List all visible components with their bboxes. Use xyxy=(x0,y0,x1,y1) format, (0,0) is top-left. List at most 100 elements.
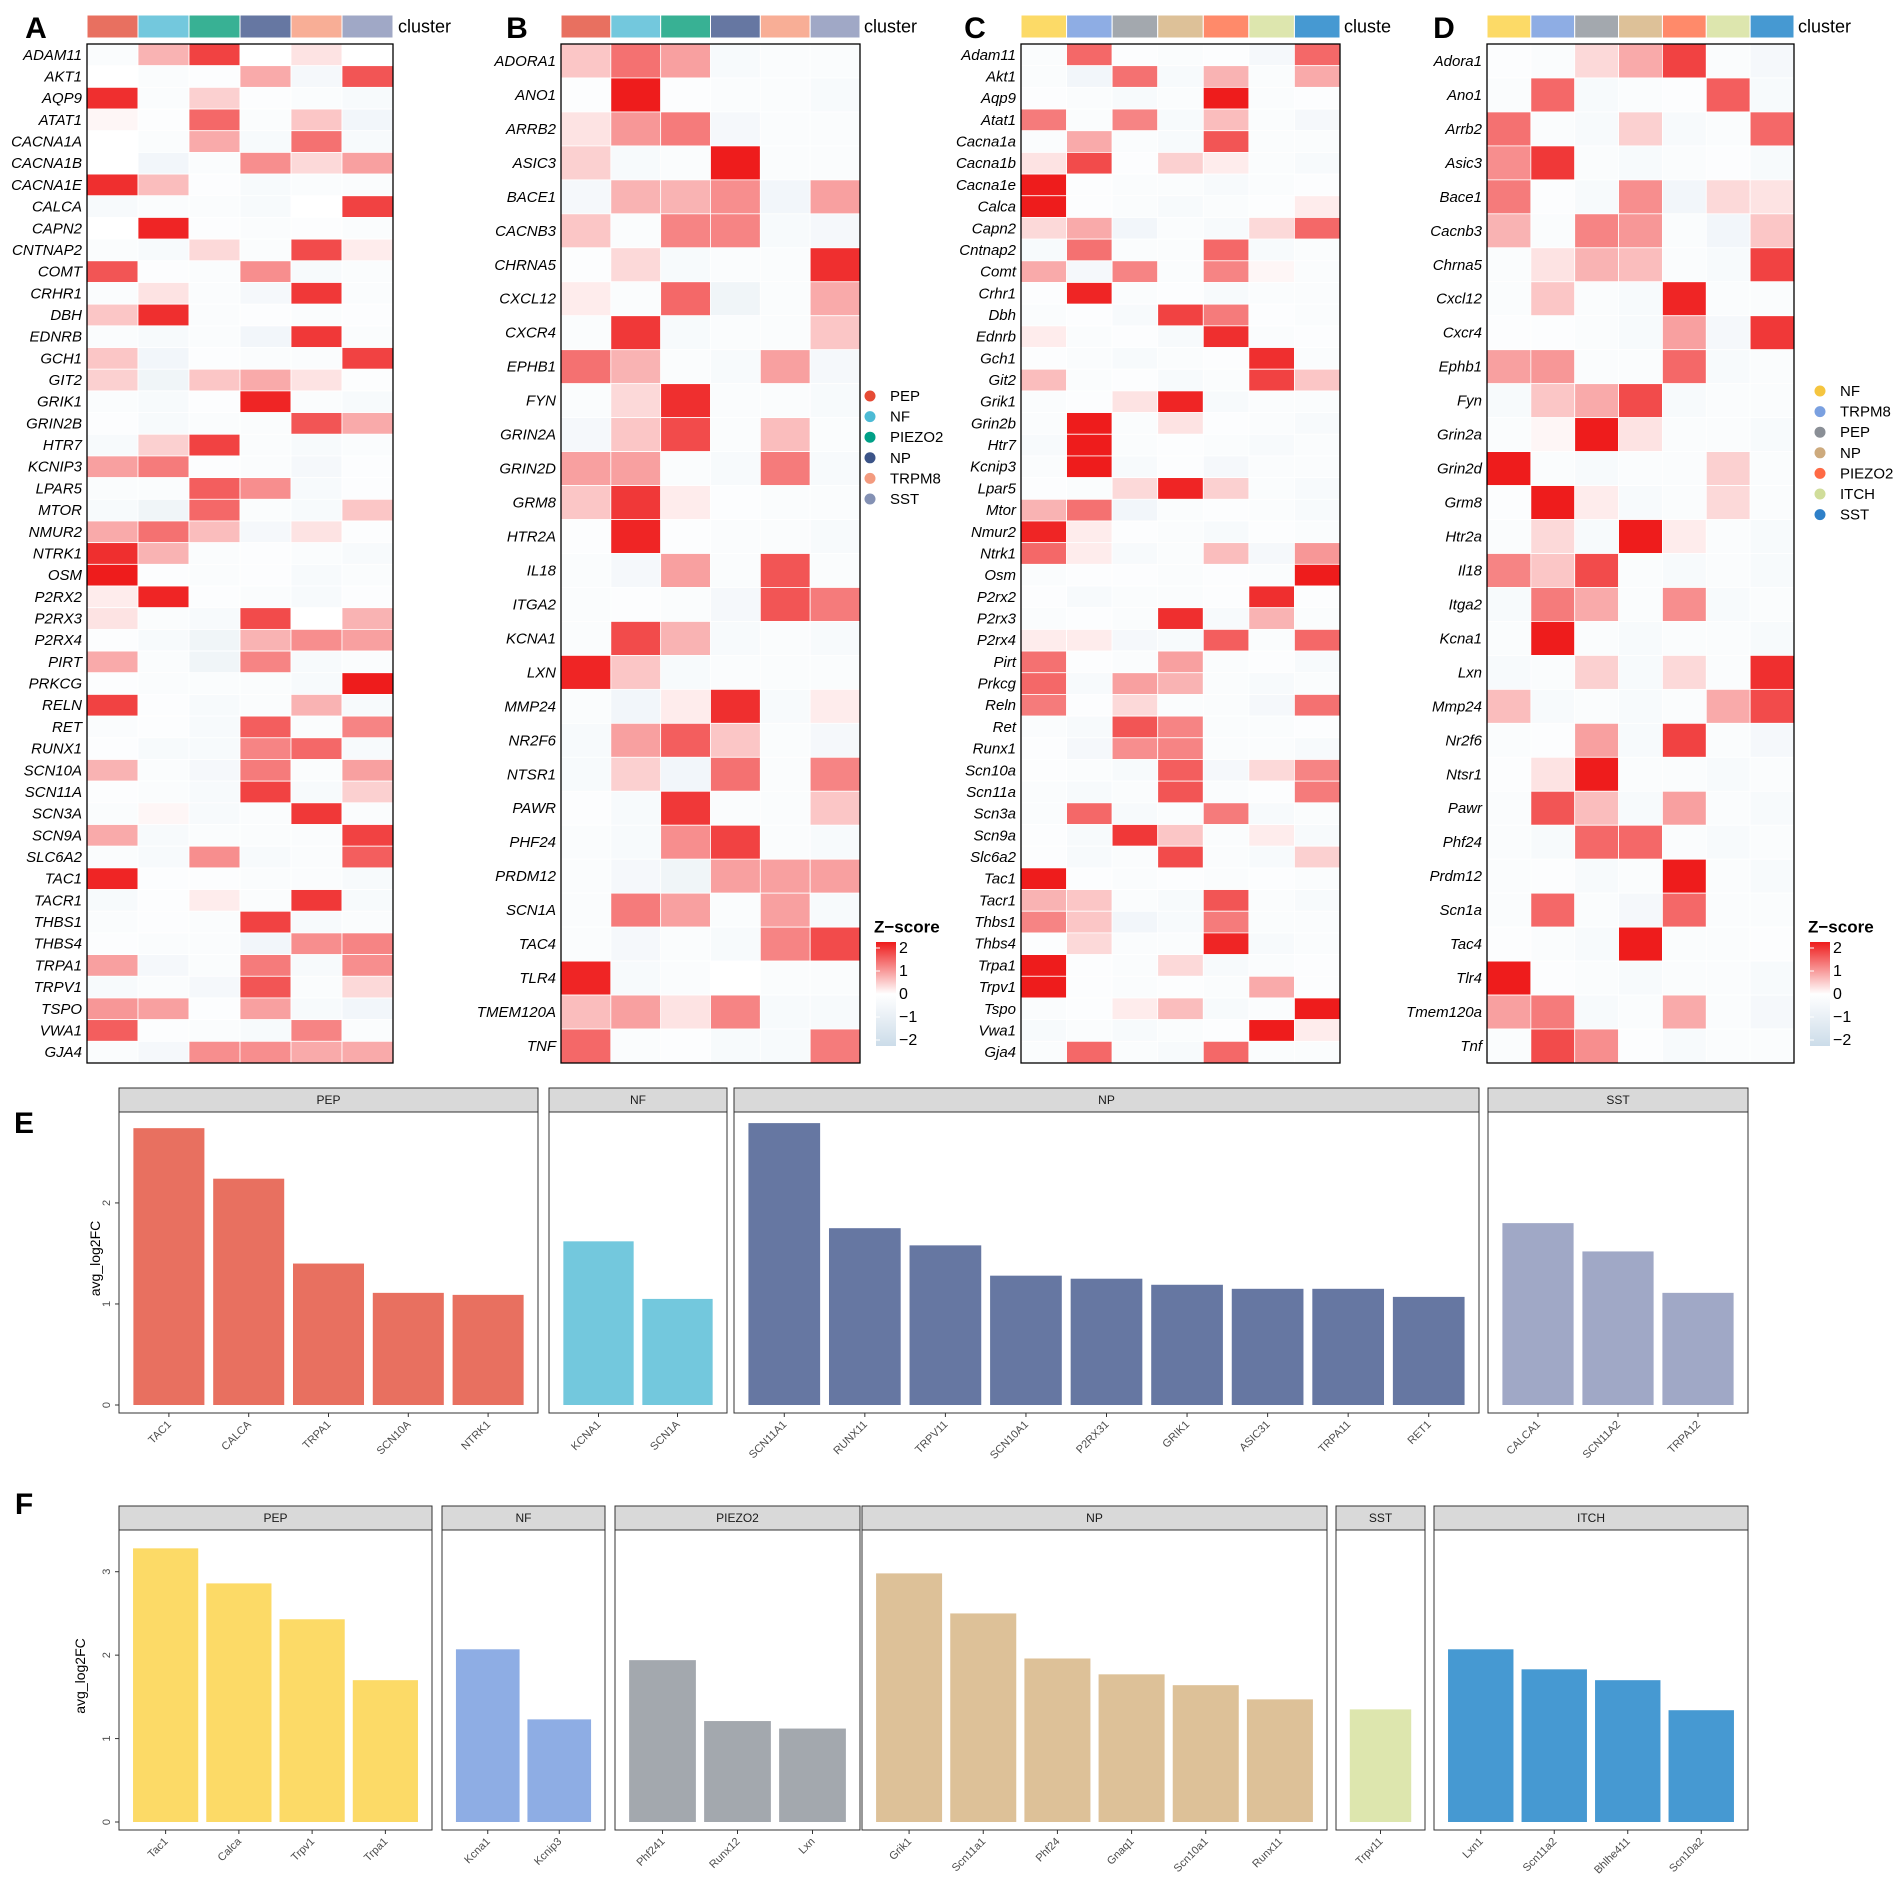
gene-label: Htr7 xyxy=(988,437,1017,454)
heatmap-cell xyxy=(1066,737,1113,760)
heatmap-cell xyxy=(809,994,861,1030)
heatmap-cell xyxy=(1574,111,1619,147)
heatmap-cell xyxy=(560,315,612,351)
heatmap-cell xyxy=(610,688,662,724)
heatmap-cell xyxy=(1202,195,1250,218)
gene-label: P2rx4 xyxy=(977,632,1016,649)
heatmap-cell xyxy=(759,655,811,690)
heatmap-cell xyxy=(759,824,811,860)
gene-label: Asic3 xyxy=(1444,155,1482,172)
heatmap-cell xyxy=(809,247,861,283)
gene-label: HTR2A xyxy=(507,528,556,545)
gene-label: Scn9a xyxy=(973,827,1016,844)
heatmap-cell xyxy=(1705,655,1751,690)
heatmap-cell xyxy=(341,368,394,392)
heatmap-cell xyxy=(660,1028,711,1064)
gene-label: OSM xyxy=(48,567,83,584)
heatmap-cell xyxy=(1111,412,1159,435)
heatmap-cell xyxy=(710,179,761,215)
bar xyxy=(1231,1288,1304,1405)
heatmap-cell xyxy=(1157,390,1204,413)
gene-label: Kcnip3 xyxy=(970,459,1017,476)
heatmap-cell xyxy=(1202,347,1250,370)
heatmap-cell xyxy=(137,173,190,197)
legend-dot xyxy=(1814,488,1826,500)
heatmap-cell xyxy=(759,960,811,996)
heatmap-cell xyxy=(1574,383,1619,419)
gene-label: CNTNAP2 xyxy=(12,242,83,259)
heatmap-cell xyxy=(1749,179,1795,215)
heatmap-cell xyxy=(1618,756,1663,792)
heatmap-cell xyxy=(1486,281,1532,317)
cluster-bar-cell xyxy=(759,14,811,39)
heatmap-cell xyxy=(239,65,292,88)
heatmap-cell xyxy=(1530,451,1576,486)
heatmap-cell xyxy=(1530,315,1576,351)
heatmap-cell xyxy=(1202,585,1250,609)
heatmap-cell xyxy=(1248,802,1295,825)
x-tick-label: Runx12 xyxy=(707,1836,742,1871)
heatmap-cell xyxy=(86,43,139,67)
x-tick-label: Gnaq1 xyxy=(1105,1836,1137,1868)
heatmap-cell xyxy=(1530,960,1576,996)
heatmap-cell xyxy=(239,173,292,197)
heatmap-cell xyxy=(710,621,761,656)
heatmap-cell xyxy=(1248,737,1295,760)
heatmap-cell xyxy=(1248,217,1295,240)
heatmap-cell xyxy=(1248,867,1295,890)
heatmap-cell xyxy=(1705,349,1751,385)
x-tick-label: TRPV11 xyxy=(913,1419,950,1456)
heatmap-cell xyxy=(188,563,241,587)
heatmap-cell xyxy=(239,628,292,652)
x-tick-label: Kcnip3 xyxy=(532,1836,564,1868)
heatmap-cell xyxy=(1574,1028,1619,1064)
heatmap-cell xyxy=(1294,650,1341,674)
heatmap-cell xyxy=(290,910,343,934)
gene-label: MMP24 xyxy=(504,698,556,715)
heatmap-cell xyxy=(86,390,139,413)
facet-strip xyxy=(614,1505,861,1531)
heatmap-cell xyxy=(1662,111,1707,147)
zscore-tick-label: 0 xyxy=(899,986,908,1003)
zscore-colorbar xyxy=(876,942,896,1046)
heatmap-cell xyxy=(1530,349,1576,385)
bar xyxy=(642,1298,713,1405)
legend-label: NF xyxy=(890,409,910,426)
heatmap-cell xyxy=(1749,587,1795,622)
heatmap-cell xyxy=(1530,1028,1576,1064)
heatmap-cell xyxy=(809,892,861,928)
heatmap-cell xyxy=(1574,756,1619,792)
bar xyxy=(1172,1685,1239,1822)
heatmap-cell xyxy=(1202,737,1250,760)
heatmap-cell xyxy=(1157,152,1204,175)
heatmap-cell xyxy=(341,260,394,283)
heatmap-cell xyxy=(1705,417,1751,452)
heatmap-cell xyxy=(1618,145,1663,181)
heatmap-cell xyxy=(710,722,761,758)
gene-label: CXCR4 xyxy=(505,325,556,342)
panel-label-D: D xyxy=(1433,12,1455,45)
heatmap-cell xyxy=(1705,756,1751,792)
heatmap-cell xyxy=(1066,303,1113,327)
heatmap-cell xyxy=(1202,694,1250,717)
gene-label: Scn3a xyxy=(973,806,1016,823)
heatmap-cell xyxy=(1020,217,1067,240)
heatmap-cell xyxy=(1749,655,1795,690)
heatmap-cell xyxy=(86,780,139,804)
gene-label: Cacna1e xyxy=(956,177,1016,194)
gene-label: Ano1 xyxy=(1446,87,1482,104)
heatmap-cell xyxy=(1020,520,1067,544)
x-tick-label: Phf241 xyxy=(634,1836,667,1869)
heatmap-cell xyxy=(1157,65,1204,88)
heatmap-cell xyxy=(759,383,811,419)
gene-label: Grin2d xyxy=(1437,461,1483,478)
heatmap-cell xyxy=(1530,145,1576,181)
heatmap-cell xyxy=(610,722,662,758)
y-tick-label: 0 xyxy=(101,1819,113,1825)
heatmap-cell xyxy=(660,281,711,317)
heatmap-cell xyxy=(1530,383,1576,419)
legend-label: TRPM8 xyxy=(890,470,941,487)
heatmap-cell xyxy=(1111,260,1159,283)
heatmap-cell xyxy=(341,433,394,457)
bar xyxy=(279,1619,345,1822)
